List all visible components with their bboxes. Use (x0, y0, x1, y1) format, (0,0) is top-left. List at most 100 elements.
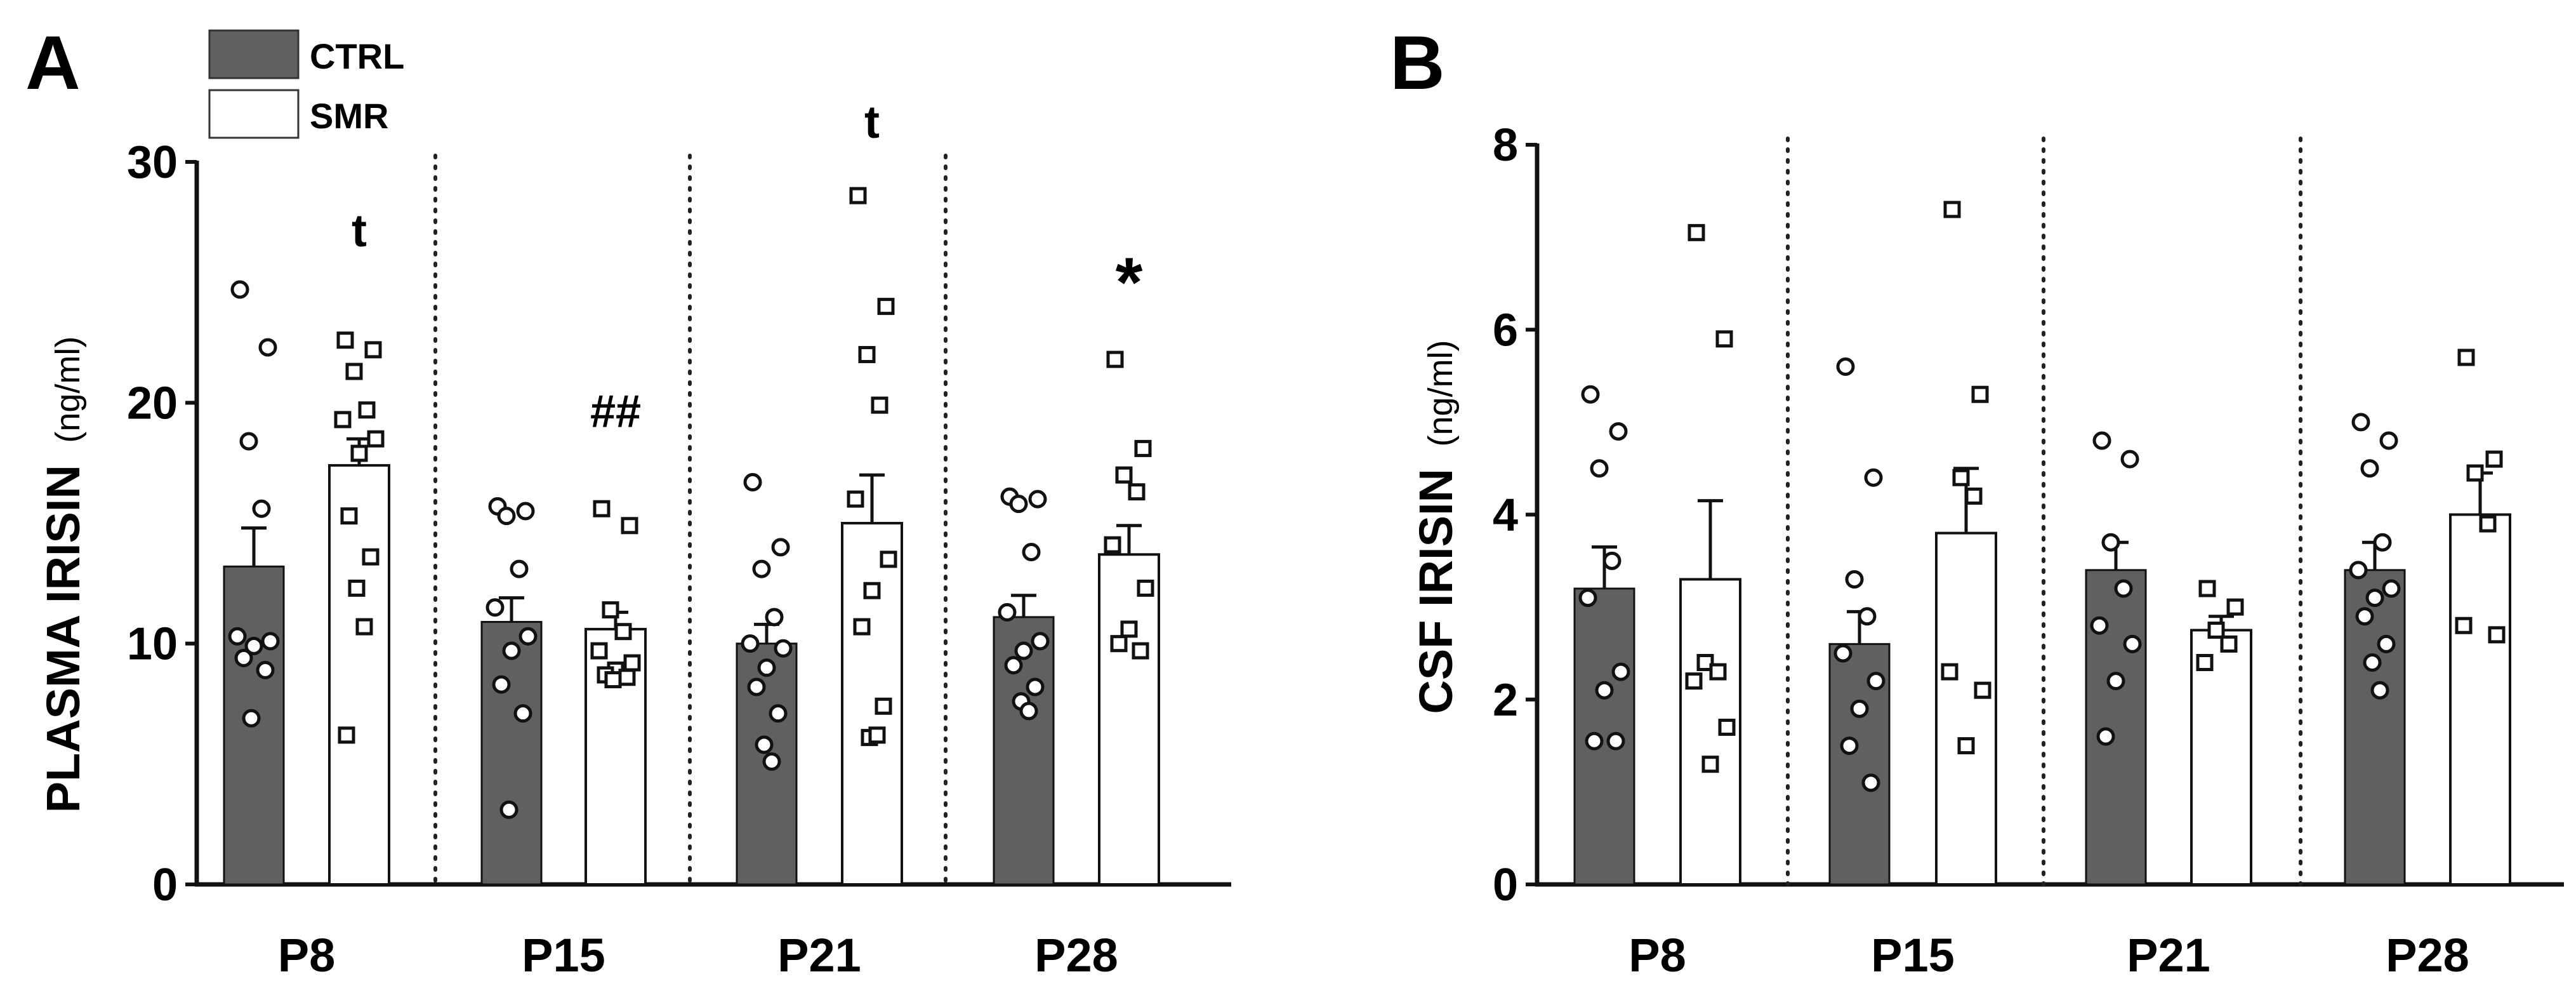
panel-a-point-smr (362, 548, 380, 566)
panel-a-significance-mark: * (1116, 244, 1143, 322)
panel-a-y-tick-label: 30 (127, 137, 178, 188)
panel-b-point-smr (2198, 580, 2216, 597)
panel-a-point-ctrl (252, 499, 271, 518)
panel-b-point-ctrl (1585, 731, 1604, 750)
panel-a-point-smr (1106, 350, 1124, 368)
panel-b-letter: B (1390, 20, 1445, 105)
panel-a-point-smr (355, 618, 373, 636)
panel-b-point-ctrl (2090, 616, 2109, 635)
panel-a-point-smr (345, 363, 363, 380)
panel-a-point-ctrl (499, 800, 519, 819)
panel-b-bar-ctrl-p21 (2085, 569, 2147, 886)
panel-a-point-ctrl (1031, 632, 1050, 651)
panel-b-x-tick-label: P21 (2127, 929, 2210, 982)
panel-a-y-tick-label: 10 (127, 619, 178, 670)
panel-a-point-ctrl (774, 639, 793, 658)
panel-a-point-smr (602, 601, 619, 619)
panel-b-point-smr (2455, 616, 2473, 634)
panel-b-ylabel-main: CSF IRISIN (1410, 469, 1462, 714)
panel-a-y-tick-label: 20 (127, 378, 178, 429)
panel-a-bar-ctrl-p15 (480, 621, 543, 886)
panel-b-x-tick-label: P28 (2386, 929, 2469, 982)
panel-a-point-smr (880, 550, 897, 568)
panel-b-point-ctrl (1581, 385, 1600, 404)
panel-a-point-ctrl (747, 677, 766, 696)
panel-a-significance-mark: t (864, 97, 880, 148)
panel-b-x-tick-label: P15 (1871, 929, 1955, 982)
panel-a-point-smr (350, 444, 368, 462)
panel-b-point-ctrl (1836, 357, 1855, 376)
legend: CTRL SMR (208, 29, 404, 139)
panel-a-point-smr (853, 618, 871, 636)
panel-b-point-ctrl (2377, 634, 2396, 653)
panel-b-point-ctrl (2363, 653, 2382, 672)
panel-a-point-smr (863, 582, 881, 599)
panel-a-point-ctrl (244, 636, 263, 655)
panel-b-point-ctrl (2120, 450, 2139, 469)
panel-a-point-ctrl (256, 660, 275, 679)
panel-b-y-tick-label: 4 (1493, 490, 1518, 541)
panel-b-point-ctrl (1866, 672, 1886, 691)
panel-a-point-smr (623, 654, 641, 672)
panel-a-point-smr (364, 341, 382, 359)
panel-b-point-ctrl (1602, 551, 1622, 570)
panel-a-point-smr (1120, 620, 1138, 638)
legend-swatch-smr (208, 89, 300, 139)
panel-a-point-smr (1104, 536, 1121, 554)
panel-a-point-smr (340, 507, 358, 525)
panel-a-letter: A (25, 20, 81, 105)
panel-b-point-ctrl (2349, 561, 2368, 580)
panel-b-point-smr (2226, 598, 2244, 616)
panel-b-point-ctrl (1833, 644, 1853, 663)
panel-b-point-ctrl (2355, 607, 2374, 626)
panel-a-point-ctrl (765, 608, 784, 627)
panel-a-point-ctrl (1022, 543, 1041, 562)
panel-a-point-smr (348, 579, 366, 597)
panel-b-y-tick-label: 8 (1493, 120, 1518, 171)
panel-a-point-ctrl (1009, 495, 1028, 514)
panel-a-point-smr (1110, 635, 1128, 653)
panel-b-ylabel-unit: (ng/ml) (1422, 340, 1460, 446)
panel-a-point-ctrl (1019, 702, 1038, 721)
panel-a-point-smr (1134, 439, 1152, 457)
panel-b-point-smr (1965, 487, 1983, 505)
panel-b-bar-smr-p21 (2190, 629, 2252, 886)
panel-b-point-ctrl (1850, 699, 1869, 718)
panel-b-point-ctrl (2101, 533, 2120, 552)
panel-b-point-ctrl (1858, 607, 1877, 626)
panel-a-point-ctrl (513, 704, 532, 723)
panel-a-point-ctrl (998, 603, 1017, 622)
panel-a-bar-smr-p21 (841, 522, 903, 886)
panel-a-point-ctrl (1028, 490, 1047, 509)
panel-a-point-ctrl (1004, 656, 1023, 675)
panel-a-bar-smr-p8 (328, 463, 390, 886)
panel-a-point-smr (334, 411, 352, 429)
panel-a-point-ctrl (242, 709, 261, 728)
panel-b-y-tick-label: 2 (1493, 675, 1518, 726)
panel-b-point-smr (1685, 672, 1703, 690)
svg-text:CSF IRISIN (ng/ml): CSF IRISIN (ng/ml) (1410, 340, 1462, 714)
panel-a-x-tick-label: P15 (522, 929, 605, 982)
panel-b-point-ctrl (1840, 736, 1859, 756)
panel-b-point-smr (2479, 515, 2497, 533)
panel-a-point-smr (1132, 642, 1149, 660)
panel-a-point-smr (847, 490, 864, 508)
panel-a-point-ctrl (510, 559, 529, 578)
panel-a-point-ctrl (497, 507, 516, 526)
panel-b-point-smr (1943, 201, 1961, 218)
panel-a-point-ctrl (752, 559, 771, 578)
panel-b-bar-ctrl-p28 (2344, 569, 2406, 886)
panel-a-point-smr (358, 401, 376, 419)
panel-b-point-ctrl (2114, 579, 2133, 598)
panel-b-point-ctrl (2106, 672, 2125, 691)
panel-b-point-ctrl (2370, 681, 2389, 700)
panel-b-point-ctrl (2096, 727, 2115, 746)
panel-a-point-smr (614, 623, 632, 641)
panel-a-point-ctrl (502, 641, 521, 660)
panel-b-point-smr (2457, 349, 2475, 366)
panel-a-point-smr (336, 331, 354, 349)
panel-b-point-ctrl (2123, 634, 2142, 653)
panel-a-point-ctrl (228, 627, 247, 646)
panel-a-point-ctrl (771, 538, 790, 557)
